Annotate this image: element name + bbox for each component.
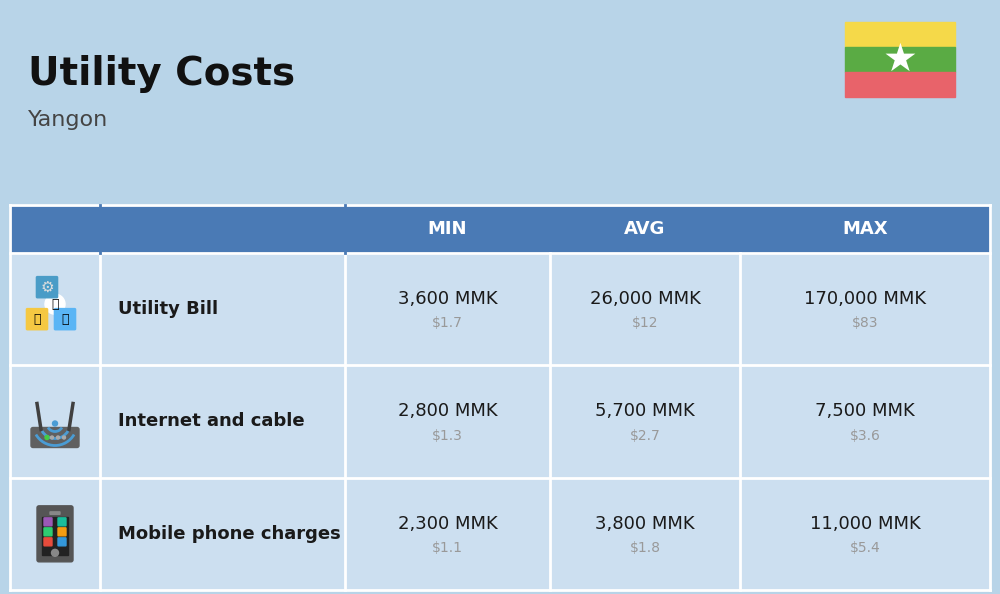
Text: 7,500 MMK: 7,500 MMK [815,403,915,421]
Text: ★: ★ [883,40,917,78]
FancyBboxPatch shape [54,308,76,330]
Text: 3,600 MMK: 3,600 MMK [398,290,497,308]
FancyBboxPatch shape [50,512,60,514]
Circle shape [56,436,60,439]
FancyBboxPatch shape [10,478,990,590]
FancyBboxPatch shape [31,428,79,447]
Text: MIN: MIN [428,220,467,238]
FancyBboxPatch shape [37,506,73,562]
Text: 🔌: 🔌 [33,312,41,326]
Text: Internet and cable: Internet and cable [118,412,305,431]
Text: Utility Costs: Utility Costs [28,55,295,93]
Circle shape [52,421,58,426]
Text: $2.7: $2.7 [630,428,660,443]
Text: $5.4: $5.4 [850,541,880,555]
Text: 2,800 MMK: 2,800 MMK [398,403,497,421]
Text: 3,800 MMK: 3,800 MMK [595,515,695,533]
Text: 2,300 MMK: 2,300 MMK [398,515,497,533]
FancyBboxPatch shape [10,365,990,478]
Text: 26,000 MMK: 26,000 MMK [590,290,700,308]
Text: $1.7: $1.7 [432,316,463,330]
Text: AVG: AVG [624,220,666,238]
Circle shape [45,294,65,314]
Text: 170,000 MMK: 170,000 MMK [804,290,926,308]
FancyBboxPatch shape [10,253,990,365]
Circle shape [45,435,49,440]
Text: Mobile phone charges: Mobile phone charges [118,525,341,543]
FancyBboxPatch shape [58,528,66,536]
Circle shape [52,549,58,557]
Text: Yangon: Yangon [28,110,108,130]
Text: $12: $12 [632,316,658,330]
Text: $1.8: $1.8 [630,541,660,555]
Text: 5,700 MMK: 5,700 MMK [595,403,695,421]
Text: 11,000 MMK: 11,000 MMK [810,515,920,533]
FancyBboxPatch shape [44,528,52,536]
FancyBboxPatch shape [44,538,52,546]
Text: ⚙: ⚙ [40,280,54,295]
Text: Utility Bill: Utility Bill [118,300,218,318]
FancyBboxPatch shape [845,72,955,97]
Text: MAX: MAX [842,220,888,238]
Text: 👤: 👤 [51,298,59,311]
Text: $1.1: $1.1 [432,541,463,555]
Text: $1.3: $1.3 [432,428,463,443]
FancyBboxPatch shape [36,277,58,298]
FancyBboxPatch shape [845,47,955,72]
FancyBboxPatch shape [10,205,990,253]
Text: 🚿: 🚿 [61,312,69,326]
Circle shape [50,436,54,439]
FancyBboxPatch shape [26,308,48,330]
FancyBboxPatch shape [44,518,52,526]
Circle shape [62,436,66,439]
Text: $83: $83 [852,316,878,330]
FancyBboxPatch shape [58,538,66,546]
Text: $3.6: $3.6 [850,428,880,443]
FancyBboxPatch shape [58,518,66,526]
FancyBboxPatch shape [845,22,955,47]
FancyBboxPatch shape [42,517,68,555]
